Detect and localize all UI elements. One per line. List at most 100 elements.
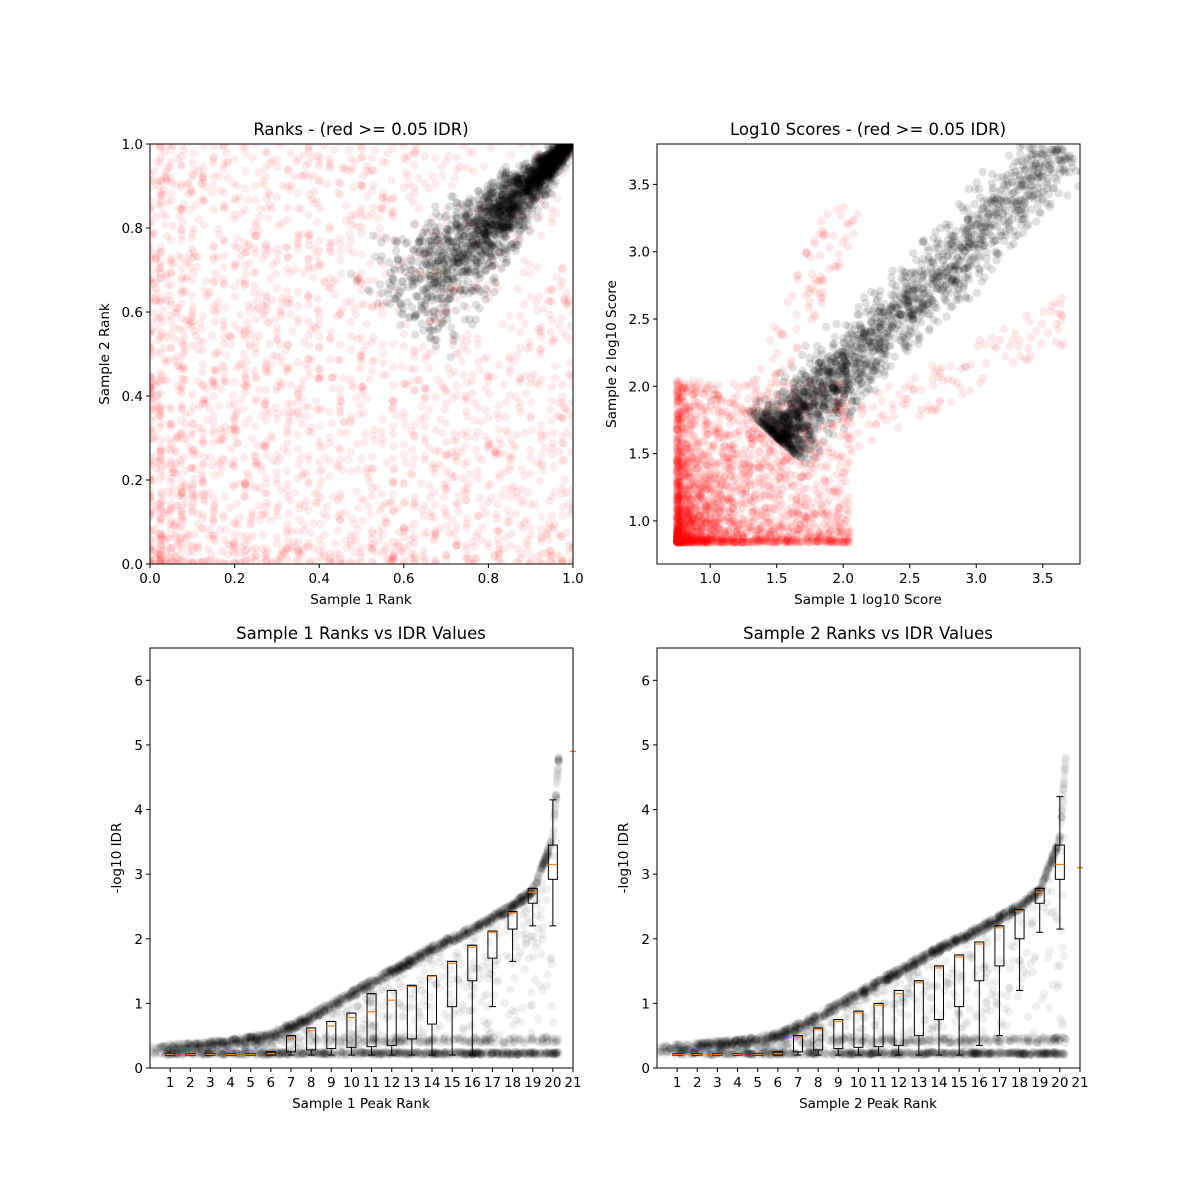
ranks-red-point [430,469,439,478]
ranks-red-point [537,458,546,468]
ranks-red-point [251,337,261,346]
ranks-red-point [484,444,493,453]
ranks-red-point [462,519,472,528]
ranks-red-point [154,181,163,191]
ranks-red-point [360,438,369,447]
ranks-red-point [272,335,282,344]
ranks-red-point [209,531,219,540]
ranks-red-point [150,453,155,463]
ranks-red-point [162,376,172,385]
ranks-red-point [290,542,300,551]
ranks-red-point [177,534,186,544]
ranks-red-point [494,360,504,370]
ranks-red-point [548,335,558,345]
ranks-red-point [156,559,165,564]
ranks-red-point [158,190,167,200]
ranks-red-point [162,296,171,306]
ranks-red-point [259,442,268,451]
ranks-red-point [377,204,386,213]
ranks-red-point [410,352,419,362]
ranks-red-point [315,332,324,341]
ranks-red-point [407,549,416,558]
ranks-red-point [383,148,392,158]
ranks-red-point [458,341,468,351]
ranks-red-point [157,411,166,420]
ranks-red-point [228,480,237,490]
ranks-red-point [497,559,507,564]
ranks-red-point [153,549,162,559]
ranks-red-point [260,180,269,190]
ranks-red-point [246,520,255,530]
ranks-red-point [558,456,567,466]
ranks-red-point [349,183,358,192]
ranks-red-point [293,444,303,453]
ranks-red-point [220,492,230,501]
ranks-red-point [166,504,176,513]
ranks-red-point [251,195,260,205]
ranks-red-point [176,484,185,493]
ranks-red-point [387,405,396,414]
ranks-red-point [283,492,292,502]
ranks-red-point [209,502,218,511]
ranks-red-point [219,188,229,198]
ranks-red-point [277,218,286,228]
ranks-black-point [447,192,456,201]
ranks-red-point [152,391,162,401]
ranks-red-point [177,405,186,414]
ranks-red-point [187,234,196,243]
ranks-red-point [177,204,186,213]
ranks-red-point [262,204,271,213]
ranks-red-point [175,491,184,500]
ranks-red-point [315,342,324,352]
ranks-red-point [505,352,514,361]
ranks-red-point [240,279,250,289]
ranks-red-point [428,464,437,474]
ranks-red-point [184,442,193,452]
ranks-red-point [484,538,493,548]
ranks-red-point [304,371,314,381]
ranks-red-point [150,261,155,270]
ranks-black-point [507,193,517,202]
ranks-red-point [525,260,534,269]
ranks-red-point [220,422,230,431]
ranks-red-point [169,468,178,477]
ranks-red-point [448,515,457,525]
ranks-red-point [214,230,223,239]
ranks-red-point [471,445,481,454]
ranks-red-point [315,161,324,170]
ranks-red-point [360,496,369,505]
ranks-red-point [240,419,250,428]
ranks-red-point [325,457,334,466]
ranks-red-point [214,304,224,314]
ranks-red-point [230,518,240,527]
ranks-red-point [558,277,567,286]
ranks-red-point [298,420,307,429]
ranks-red-point [378,309,387,318]
ranks-red-point [547,443,557,453]
ranks-red-point [304,455,313,465]
ranks-red-point [382,158,391,167]
ranks-red-point [156,197,165,207]
ranks-red-point [205,404,214,413]
ranks-red-point [310,264,319,273]
ranks-red-point [209,278,218,287]
ranks-red-point [177,160,186,170]
ranks-red-point [177,477,186,486]
ranks-red-point [437,162,447,172]
ranks-red-point [468,370,477,380]
ranks-red-point [320,530,329,540]
ranks-red-point [167,196,176,205]
ranks-red-point [293,188,303,198]
ranks-red-point [357,557,366,564]
ranks-red-point [534,381,544,390]
ranks-red-point [357,268,366,277]
ranks-red-point [425,508,435,517]
ranks-xtick-label: 0.4 [308,571,329,587]
ranks-red-point [295,549,304,558]
ranks-red-point [198,461,208,470]
ranks-red-point [233,479,243,488]
ranks-red-point [182,499,191,508]
ranks-red-point [494,554,504,563]
ranks-red-point [537,559,546,564]
ranks-red-point [315,373,324,383]
